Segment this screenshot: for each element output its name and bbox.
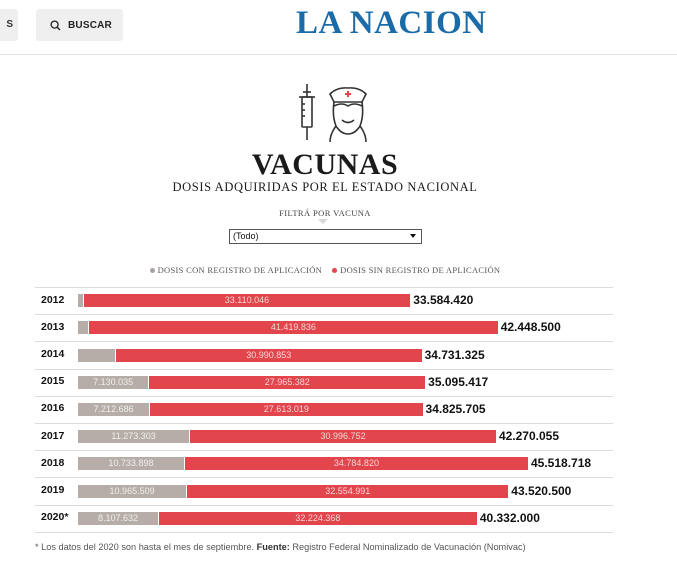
- legend-label-sin-registro: DOSIS SIN REGISTRO DE APLICACIÓN: [340, 265, 501, 275]
- legend-item-con-registro: DOSIS CON REGISTRO DE APLICACIÓN: [149, 265, 323, 275]
- menu-button[interactable]: S: [0, 9, 18, 41]
- bar-total-label: 34.825.705: [425, 401, 486, 416]
- footnote-source-label: Fuente:: [256, 542, 290, 552]
- year-label: 2013: [41, 320, 65, 333]
- bar-label-con-registro: 11.273.303: [111, 431, 156, 442]
- top-navbar: S BUSCAR LA NACION: [0, 0, 677, 55]
- bar-segment-sin-registro[interactable]: [184, 457, 528, 471]
- vaccine-nurse-illustration: [299, 84, 367, 143]
- bar-segment-con-registro[interactable]: [78, 375, 149, 389]
- bar-label-con-registro: 10.733.898: [108, 458, 154, 469]
- bar-total-label: 35.095.417: [428, 374, 489, 389]
- year-label: 2012: [41, 293, 65, 306]
- bar-segment-sin-registro[interactable]: [89, 321, 498, 335]
- year-label: 2018: [41, 456, 65, 469]
- search-icon: [50, 19, 61, 30]
- bar-label-sin-registro: 34.784.820: [333, 458, 379, 469]
- row-divider: [35, 423, 613, 424]
- row-divider: [35, 287, 613, 288]
- footnote-note: * Los datos del 2020 son hasta el mes de…: [35, 542, 257, 552]
- bar-segment-sin-registro[interactable]: [149, 375, 426, 389]
- bar-segment-con-registro[interactable]: [78, 484, 187, 498]
- year-label: 2016: [41, 402, 65, 415]
- syringe-icon: [299, 84, 315, 140]
- bar-segment-con-registro[interactable]: [78, 402, 150, 416]
- row-divider: [35, 395, 613, 397]
- site-logo[interactable]: LA NACION: [296, 5, 487, 41]
- row-divider: [35, 314, 613, 316]
- bar-segment-sin-registro[interactable]: [158, 511, 477, 525]
- vaccine-filter-select[interactable]: (Todo): [229, 229, 422, 244]
- legend-item-sin-registro: DOSIS SIN REGISTRO DE APLICACIÓN: [332, 265, 500, 275]
- bar-label-con-registro: 8.107.632: [97, 512, 138, 523]
- bar-segment-sin-registro[interactable]: [115, 348, 422, 362]
- legend-swatch-gray: [149, 267, 155, 273]
- row-divider: [35, 450, 613, 452]
- row-divider: [35, 477, 613, 479]
- bar-segment-sin-registro[interactable]: [187, 484, 509, 498]
- footnote: * Los datos del 2020 son hasta el mes de…: [35, 542, 526, 552]
- row-divider: [35, 531, 613, 533]
- year-label: 2019: [41, 484, 65, 496]
- bar-label-sin-registro: 30.990.853: [246, 349, 292, 360]
- search-button[interactable]: BUSCAR: [36, 9, 123, 41]
- year-label: 2017: [41, 429, 65, 442]
- dropdown-arrow-icon: [410, 234, 416, 238]
- footnote-source: Registro Federal Nominalizado de Vacunac…: [289, 542, 526, 552]
- bar-segment-con-registro[interactable]: [78, 294, 83, 308]
- filter-label: FILTRÁ POR VACUNA: [279, 208, 371, 218]
- bar-label-sin-registro: 27.965.382: [264, 376, 310, 387]
- bar-total-label: 45.518.718: [531, 456, 592, 471]
- bar-segment-sin-registro[interactable]: [83, 294, 411, 308]
- bar-label-con-registro: 7.130.035: [93, 376, 134, 387]
- bar-label-sin-registro: 30.996.752: [320, 431, 366, 442]
- filter-caret-icon: [318, 219, 328, 224]
- bar-segment-con-registro[interactable]: [78, 348, 115, 362]
- bar-segment-con-registro[interactable]: [78, 457, 184, 471]
- row-divider: [35, 504, 613, 506]
- bar-total-label: 33.584.420: [413, 293, 474, 308]
- bar-label-con-registro: 10.965.509: [109, 485, 155, 496]
- vaccine-filter-value: (Todo): [233, 231, 259, 241]
- bar-label-sin-registro: 32.554.991: [325, 485, 371, 496]
- bar-label-sin-registro: 27.613.019: [263, 403, 309, 414]
- bar-segment-con-registro[interactable]: [78, 430, 190, 444]
- bar-segment-sin-registro[interactable]: [150, 402, 423, 416]
- bar-label-con-registro: 7.212.686: [93, 403, 134, 414]
- chart-legend: DOSIS CON REGISTRO DE APLICACIÓN DOSIS S…: [0, 265, 650, 275]
- legend-label-con-registro: DOSIS CON REGISTRO DE APLICACIÓN: [157, 265, 323, 275]
- bar-label-sin-registro: 32.224.368: [295, 512, 341, 523]
- chart-subtitle: DOSIS ADQUIRIDAS POR EL ESTADO NACIONAL: [172, 180, 478, 194]
- bar-segment-con-registro[interactable]: [78, 511, 158, 525]
- chart-title: VACUNAS: [251, 148, 399, 181]
- bar-total-label: 42.270.055: [498, 429, 560, 444]
- menu-button-label: S: [6, 19, 13, 30]
- bar-total-label: 42.448.500: [500, 320, 561, 335]
- year-label: 2015: [41, 375, 65, 388]
- year-label: 2014: [41, 348, 65, 360]
- bar-total-label: 40.332.000: [479, 510, 540, 525]
- bar-total-label: 34.731.325: [424, 347, 485, 362]
- legend-swatch-red: [332, 267, 338, 273]
- search-button-label: BUSCAR: [68, 19, 112, 31]
- year-label: 2020*: [41, 511, 69, 524]
- bar-total-label: 43.520.500: [511, 483, 572, 498]
- bar-label-sin-registro: 41.419.836: [270, 322, 316, 333]
- bar-label-sin-registro: 33.110.046: [224, 295, 270, 306]
- row-divider: [35, 368, 613, 370]
- bar-segment-con-registro[interactable]: [78, 321, 89, 335]
- row-divider: [35, 341, 613, 343]
- nurse-icon: [329, 87, 367, 143]
- bar-segment-sin-registro[interactable]: [190, 430, 496, 444]
